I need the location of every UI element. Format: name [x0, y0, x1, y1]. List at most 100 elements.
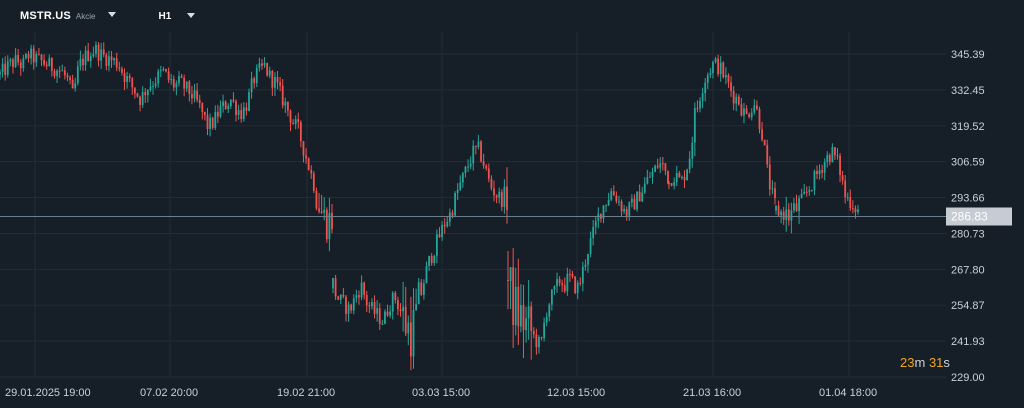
candle-body [287, 101, 289, 111]
candle-body [630, 198, 633, 203]
y-tick-label: 345.39 [951, 49, 985, 61]
candle-body [320, 211, 323, 213]
candle-body [569, 273, 571, 275]
candle-body [798, 198, 800, 212]
candle-body [240, 110, 243, 120]
candle-body [638, 191, 641, 202]
candle-body [612, 191, 615, 196]
candle-body [9, 59, 12, 62]
candle-body [443, 224, 446, 227]
candle-body [407, 322, 410, 334]
candle-body [211, 117, 214, 128]
candle-body [602, 205, 605, 219]
candle-body [323, 209, 326, 213]
candle-body [506, 186, 508, 211]
candle-body [144, 92, 147, 96]
candle-body [758, 108, 761, 130]
candle-body [12, 59, 14, 67]
candle-body [628, 202, 631, 216]
candle-body [756, 105, 758, 109]
candle-body [389, 311, 392, 316]
candle-body [410, 322, 412, 357]
candle-body [222, 101, 224, 107]
candle-body [371, 302, 373, 307]
candle-body [263, 63, 266, 66]
candle-body [386, 311, 389, 316]
candle-body [587, 253, 589, 265]
candle-body [69, 77, 71, 80]
candle-body [352, 298, 355, 311]
candle-body [498, 191, 501, 198]
candle-body [828, 154, 831, 163]
candle-body [165, 69, 167, 72]
candle-body [683, 176, 686, 181]
candle-body [339, 294, 342, 300]
candle-body [397, 299, 399, 310]
candle-body [19, 62, 22, 69]
candle-body [318, 208, 320, 212]
candle-body [522, 305, 525, 331]
candle-body [714, 58, 717, 63]
candle-body [503, 186, 506, 207]
candle-body [384, 311, 386, 324]
candle-body [325, 209, 328, 240]
candle-body [576, 282, 579, 294]
candle-body [170, 79, 173, 81]
candle-body [337, 296, 340, 300]
candle-body [82, 58, 84, 66]
candle-body [737, 96, 740, 105]
candle-body [538, 337, 540, 348]
candle-body [74, 83, 77, 89]
candle-body [404, 306, 407, 334]
candle-body [664, 163, 667, 171]
candle-body [157, 71, 160, 84]
candle-body [63, 70, 66, 76]
candle-body [110, 56, 113, 61]
candle-body [831, 147, 834, 163]
timeframe-dropdown-caret-down-icon[interactable] [187, 12, 196, 18]
candle-body [87, 50, 90, 62]
candle-body [178, 76, 180, 84]
candle-body [17, 55, 20, 63]
candle-body [422, 283, 425, 295]
candle-body [438, 234, 441, 238]
candle-body [71, 79, 74, 89]
candle-body [97, 44, 100, 61]
candle-body [84, 50, 87, 66]
candle-body [149, 86, 152, 90]
candle-body [100, 49, 103, 61]
candle-body [780, 211, 783, 216]
candle-body [800, 193, 803, 199]
symbol-selector[interactable]: MSTR.US Akcie [20, 10, 117, 22]
candle-body [331, 212, 333, 230]
candle-body [709, 73, 712, 75]
candle-body [659, 163, 662, 168]
symbol-dropdown-caret-down-icon[interactable] [108, 12, 117, 17]
candle-body [332, 278, 334, 289]
candle-body [307, 158, 310, 170]
candle-body [415, 304, 418, 310]
candle-body [376, 308, 379, 314]
candle-body [76, 66, 79, 84]
candle-body [641, 192, 644, 202]
candle-body [656, 165, 659, 168]
candle-body [675, 172, 678, 183]
y-tick-label: 280.73 [951, 228, 985, 240]
candle-body [328, 212, 331, 240]
y-tick-label: 332.45 [951, 85, 985, 97]
candle-body [14, 55, 17, 67]
candle-body [258, 63, 261, 68]
timeframe-selector[interactable]: H1 [158, 11, 196, 22]
y-axis: 345.39 332.45 319.52 306.59 293.66 280.73 267.… [951, 49, 985, 384]
x-tick-label: 21.03 16:00 [683, 387, 741, 399]
symbol-type: Akcie [75, 12, 96, 21]
candle-body [490, 178, 493, 189]
candle-body [745, 108, 748, 115]
candle-body [795, 203, 798, 212]
countdown-minutes-unit: m [914, 355, 926, 370]
candle-body [22, 58, 25, 69]
candle-body [686, 169, 688, 181]
candle-body [175, 83, 178, 88]
candle-body [651, 171, 654, 177]
